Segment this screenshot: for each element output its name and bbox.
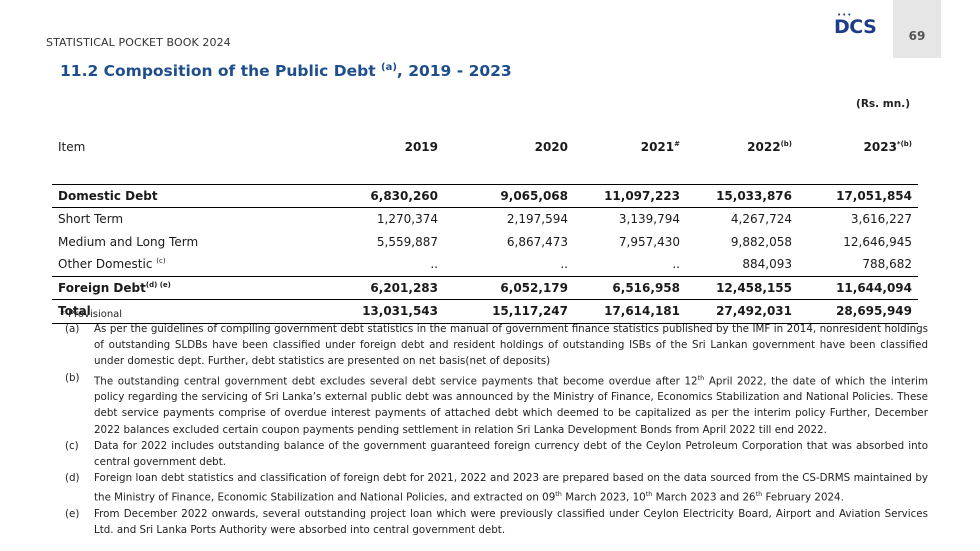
table-row-other-domestic: Other Domestic (c) .. .. .. 884,093 788,… [52,253,918,276]
table-cell: 11,644,094 [798,275,918,300]
footnote-d: (d) Foreign loan debt statistics and cla… [58,470,928,506]
footnotes: * Provisional (a) As per the guidelines … [58,309,928,538]
dcs-logo: ••• DCS [834,11,878,39]
row-label: Domestic Debt [52,183,272,208]
table-cell: .. [430,257,438,272]
table-cell: 6,516,958 [574,275,686,300]
column-header-year: 2023*(b) [863,140,912,154]
table-cell: 9,882,058 [730,234,792,249]
table-cell: 6,867,473 [506,234,568,249]
footnote-key: (a) [65,323,80,335]
page-number-tab: 69 [893,0,941,58]
row-label: Foreign Debt(d) (e) [52,275,272,300]
table-cell: 28,695,949 [798,299,918,324]
footnote-key: (b) [65,371,80,384]
logo-dots-icon: ••• [837,11,853,19]
table-cell: 4,267,724 [730,212,792,227]
column-header-year: 2020 [534,140,568,154]
book-title: STATISTICAL POCKET BOOK 2024 [46,36,231,49]
footnote-text: Foreign loan debt statistics and classif… [94,472,928,504]
table-cell: 12,458,155 [686,275,798,300]
row-label: Short Term [58,212,124,227]
footnote-provisional: * Provisional [60,309,123,320]
page-number: 69 [908,29,926,43]
table-cell: .. [560,257,568,272]
footnote-text: From December 2022 onwards, several outs… [94,508,928,537]
footnote-text: As per the guidelines of compiling gover… [94,323,928,368]
column-header-year: 2019 [404,140,438,154]
table-cell: 6,201,283 [272,275,444,300]
table-cell: 788,682 [862,257,912,272]
table-cell: 5,559,887 [376,234,438,249]
row-label: Medium and Long Term [58,234,199,249]
column-header-year: 2021# [640,140,680,154]
row-label: Other Domestic (c) [58,257,166,272]
footnote-key: (c) [65,439,79,452]
footnote-e: (e) From December 2022 onwards, several … [58,506,928,538]
table-cell: 884,093 [742,257,792,272]
footnote-key: (d) [65,472,80,485]
footnote-text: Data for 2022 includes outstanding balan… [94,439,928,469]
table-cell: .. [672,257,680,272]
section-title-main: 11.2 Composition of the Public Debt [60,62,382,81]
table-cell: 3,616,227 [850,212,912,227]
table-row-domestic-debt: Domestic Debt 6,830,260 9,065,068 11,097… [52,183,918,208]
table-cell: 15,117,247 [444,299,574,324]
section-title-note: (a) [381,62,397,73]
table-row-total: Total 13,031,543 15,117,247 17,614,181 2… [52,299,918,324]
table-cell: 17,614,181 [574,299,686,324]
footnote-a: (a) As per the guidelines of compiling g… [58,321,928,370]
logo-text: DCS [834,16,877,38]
table-cell: 6,830,260 [272,183,444,208]
footnote-key: (e) [65,508,80,521]
table-cell: 12,646,945 [843,234,912,249]
table-cell: 11,097,223 [574,183,686,208]
footnote-c: (c) Data for 2022 includes outstanding b… [58,438,928,470]
section-title: 11.2 Composition of the Public Debt (a),… [60,62,512,80]
public-debt-table: Item 2019 2020 2021# 2022(b) 2023*(b) Do… [52,133,918,324]
footnote-text: The outstanding central government debt … [94,373,928,436]
row-label: Total [52,299,272,324]
table-row-foreign-debt: Foreign Debt(d) (e) 6,201,283 6,052,179 … [52,275,918,300]
table-header-row: Item 2019 2020 2021# 2022(b) 2023*(b) [52,133,918,161]
table-cell: 13,031,543 [272,299,444,324]
table-cell: 3,139,794 [618,212,680,227]
table-row-short-term: Short Term 1,270,374 2,197,594 3,139,794… [52,208,918,231]
table-cell: 15,033,876 [686,183,798,208]
table-cell: 17,051,854 [798,183,918,208]
table-cell: 9,065,068 [444,183,574,208]
table-cell: 1,270,374 [376,212,438,227]
footnote-b: (b) The outstanding central government d… [58,370,928,438]
table-cell: 27,492,031 [686,299,798,324]
column-header-year: 2022(b) [747,140,792,154]
section-title-years: , 2019 - 2023 [396,62,512,81]
table-cell: 7,957,430 [618,234,680,249]
unit-label: (Rs. mn.) [856,98,910,110]
table-cell: 2,197,594 [506,212,568,227]
table-row-medium-long-term: Medium and Long Term 5,559,887 6,867,473… [52,231,918,254]
table-cell: 6,052,179 [444,275,574,300]
column-header-item: Item [58,140,86,154]
